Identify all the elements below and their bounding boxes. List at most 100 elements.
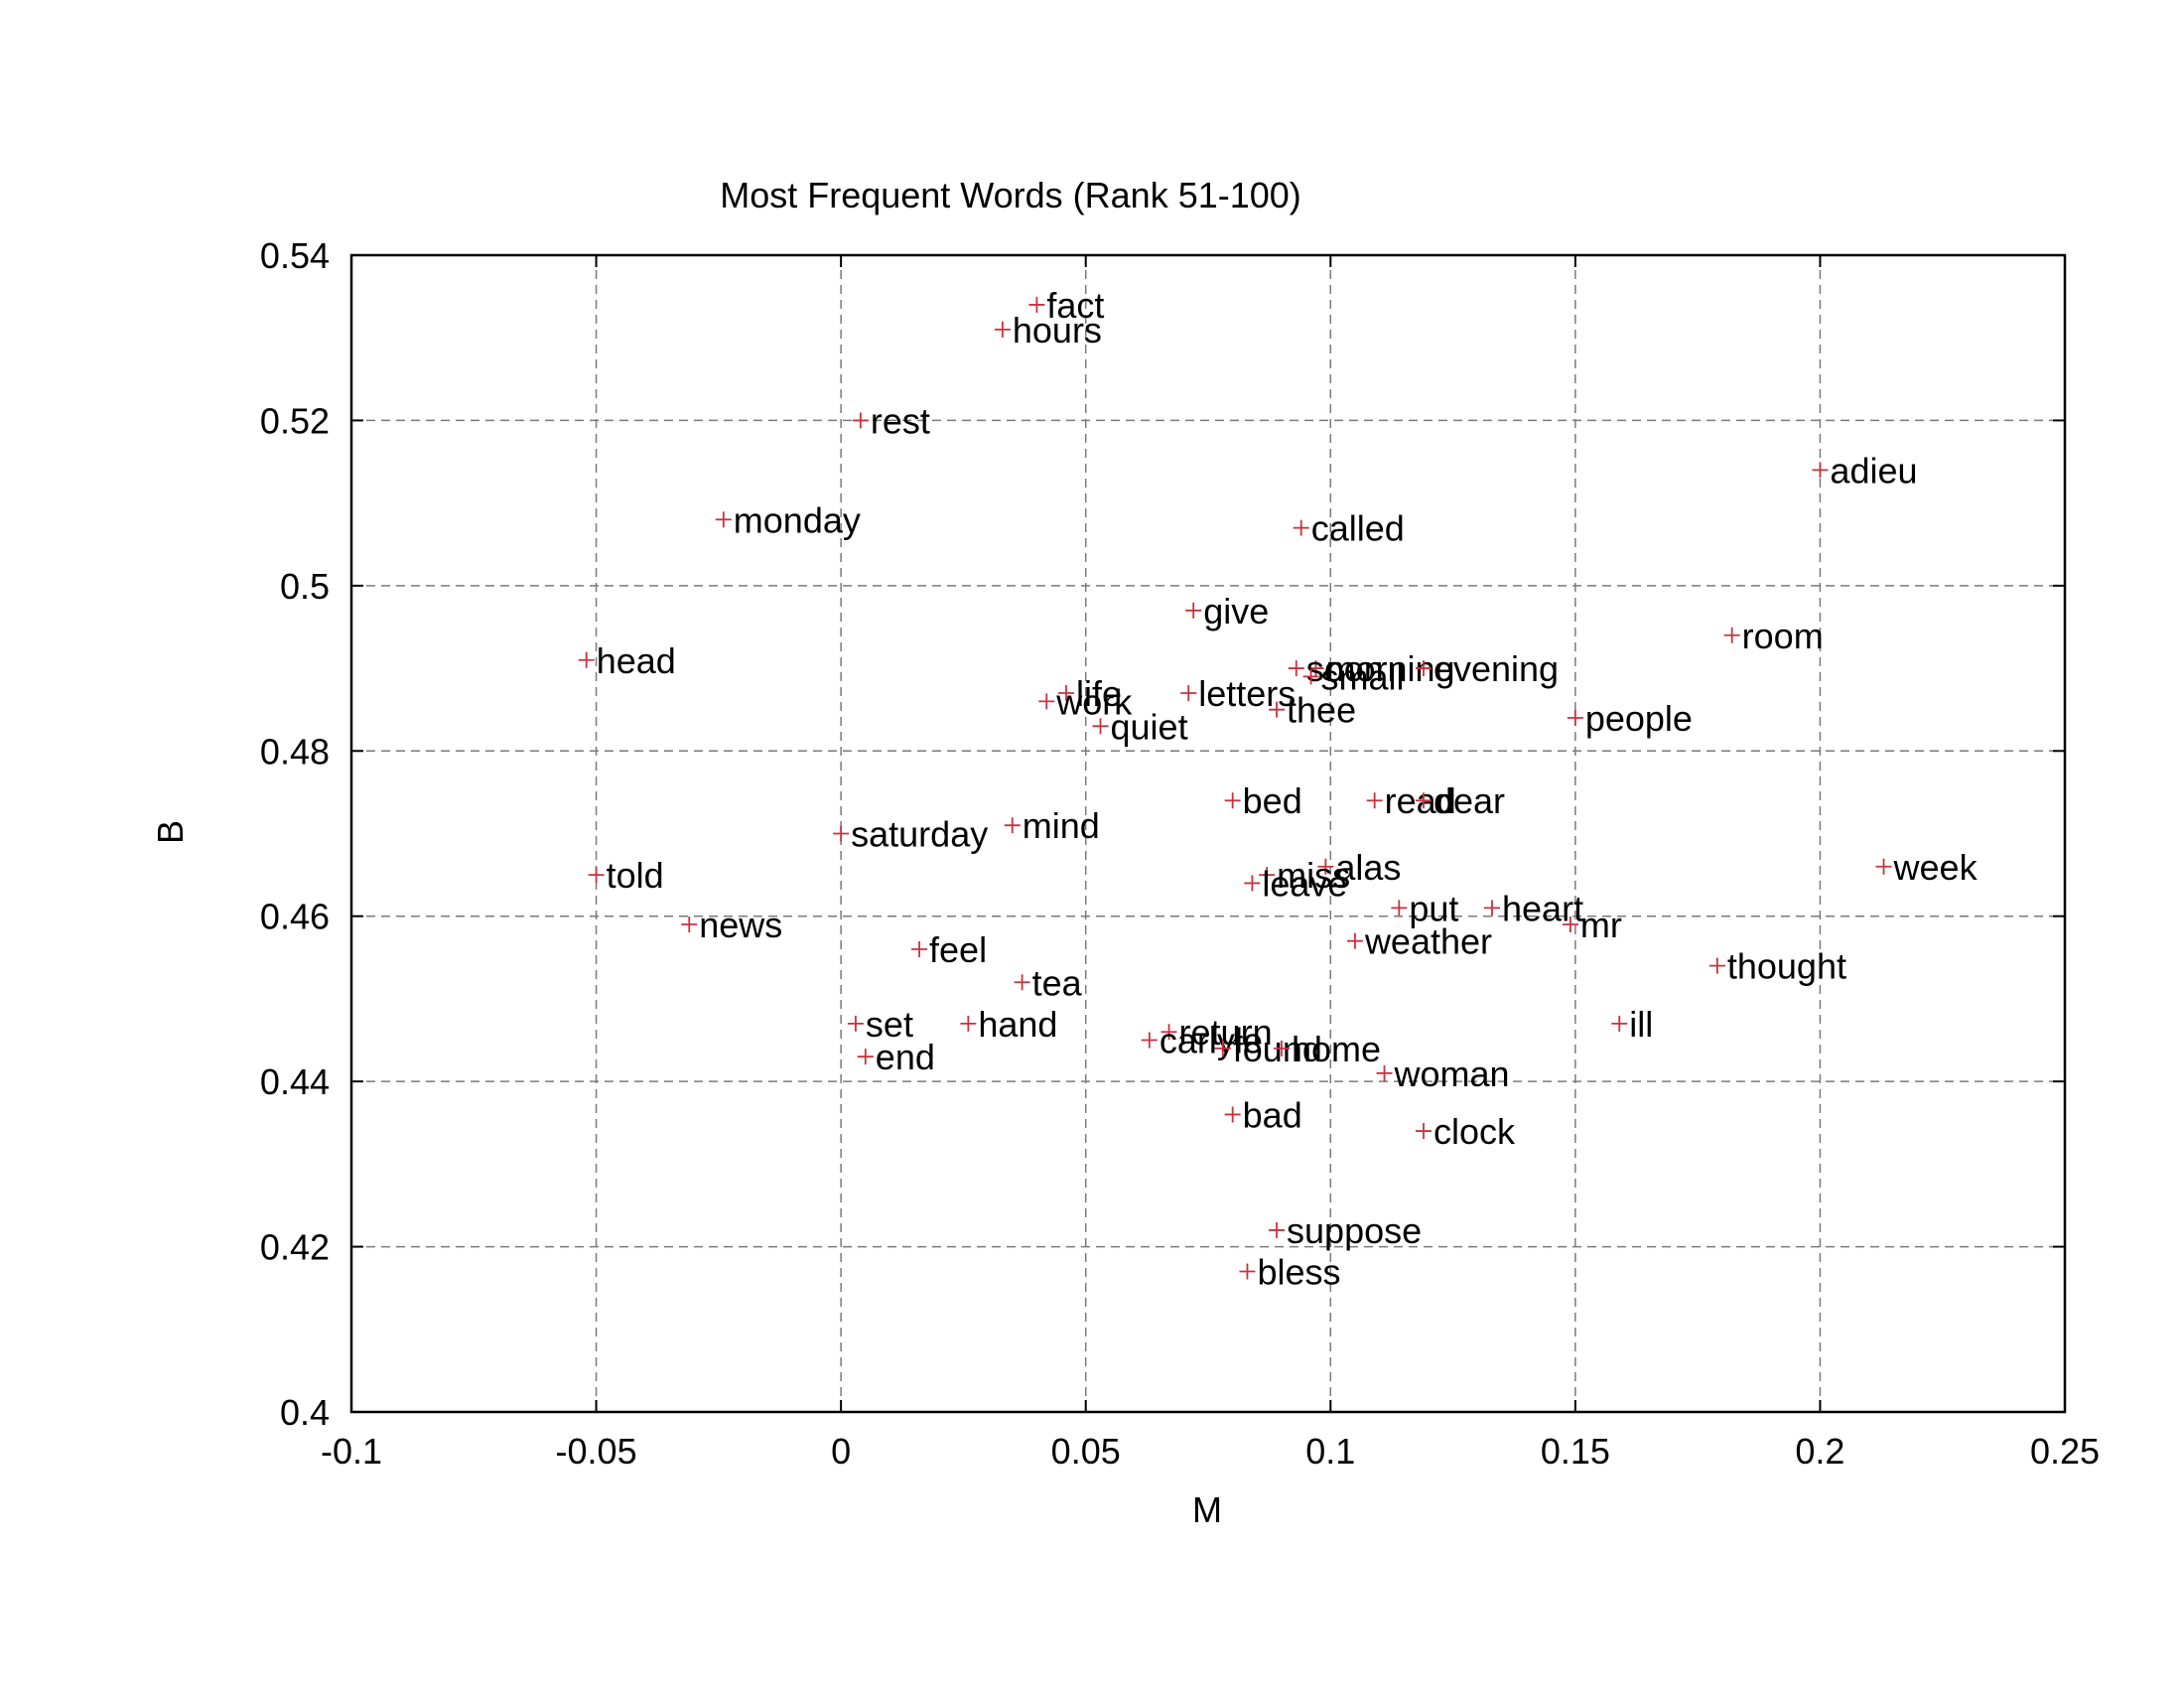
- data-point-hours: hours: [994, 310, 1102, 351]
- point-label: put: [1409, 888, 1458, 928]
- data-point-work: work: [1038, 681, 1133, 722]
- point-label: life: [1076, 673, 1122, 714]
- point-label: home: [1292, 1029, 1381, 1069]
- y-tick-label: 0.46: [260, 897, 330, 937]
- data-point-week: week: [1875, 847, 1979, 888]
- point-label: give: [1203, 591, 1269, 632]
- x-tick-label: 0.1: [1305, 1431, 1355, 1472]
- data-point-head: head: [578, 640, 676, 681]
- data-point-small: small: [1302, 656, 1405, 697]
- data-point-fact: fact: [1028, 285, 1104, 326]
- data-point-feel: feel: [911, 929, 987, 970]
- data-point-give: give: [1185, 591, 1269, 632]
- data-point-letters: letters: [1180, 673, 1296, 714]
- point-label: hours: [1013, 310, 1102, 351]
- data-point-bad: bad: [1224, 1094, 1302, 1135]
- point-label: hand: [978, 1004, 1057, 1045]
- data-point-end: end: [857, 1037, 935, 1077]
- y-tick-label: 0.52: [260, 400, 330, 441]
- point-label: woman: [1394, 1054, 1510, 1094]
- data-point-bed: bed: [1224, 780, 1302, 821]
- point-label: people: [1585, 698, 1693, 739]
- point-label: miss: [1277, 855, 1350, 896]
- data-point-miss: miss: [1259, 855, 1350, 896]
- data-point-ill: ill: [1611, 1004, 1653, 1045]
- data-point-evening: evening: [1415, 648, 1559, 689]
- point-label: suppose: [1287, 1210, 1422, 1251]
- y-tick-label: 0.5: [280, 566, 330, 607]
- point-label: bed: [1243, 780, 1302, 821]
- y-tick-label: 0.42: [260, 1227, 330, 1268]
- point-label: adieu: [1830, 450, 1917, 491]
- data-point-bless: bless: [1239, 1252, 1340, 1293]
- point-label: fact: [1046, 285, 1104, 326]
- y-tick-label: 0.54: [260, 235, 330, 276]
- x-tick-label: 0.05: [1051, 1431, 1121, 1472]
- point-label: week: [1893, 847, 1979, 888]
- y-tick-label: 0.48: [260, 731, 330, 772]
- point-label: rest: [871, 400, 930, 441]
- point-label: quiet: [1111, 706, 1188, 747]
- point-label: evening: [1433, 648, 1559, 689]
- point-label: return: [1179, 1012, 1273, 1053]
- x-tick-label: 0.25: [2030, 1431, 2100, 1472]
- data-point-put: put: [1391, 888, 1458, 928]
- point-label: mr: [1580, 905, 1622, 945]
- data-point-alas: alas: [1317, 847, 1401, 888]
- point-label: carlyle: [1160, 1021, 1263, 1061]
- point-label: ill: [1629, 1004, 1653, 1045]
- data-point-set: set: [847, 1004, 913, 1045]
- y-tick-label: 0.4: [280, 1392, 330, 1433]
- y-tick-label: 0.44: [260, 1061, 330, 1102]
- point-label: bad: [1243, 1094, 1302, 1135]
- point-label: alas: [1335, 847, 1401, 888]
- data-point-monday: monday: [715, 499, 861, 540]
- data-point-thee: thee: [1269, 690, 1356, 731]
- point-label: dear: [1433, 780, 1505, 821]
- data-point-leave: leave: [1244, 863, 1347, 904]
- data-point-return: return: [1160, 1012, 1273, 1053]
- x-tick-label: 0: [831, 1431, 851, 1472]
- point-label: monday: [734, 499, 861, 540]
- data-point-room: room: [1723, 616, 1824, 656]
- point-label: soon: [1306, 648, 1384, 689]
- x-axis-title: M: [1192, 1489, 1222, 1530]
- data-point-dear: dear: [1415, 780, 1505, 821]
- data-point-told: told: [588, 855, 664, 896]
- point-label: news: [699, 905, 782, 945]
- data-point-thought: thought: [1708, 946, 1846, 987]
- point-label: morning: [1325, 648, 1454, 689]
- data-point-home: home: [1273, 1029, 1381, 1069]
- data-point-tea: tea: [1014, 962, 1083, 1003]
- chart-title: Most Frequent Words (Rank 51-100): [720, 175, 1301, 215]
- data-point-people: people: [1567, 698, 1693, 739]
- point-label: set: [866, 1004, 913, 1045]
- point-label: leave: [1262, 863, 1347, 904]
- data-point-saturday: saturday: [833, 814, 988, 855]
- x-tick-label: -0.1: [321, 1431, 382, 1472]
- point-label: clock: [1433, 1111, 1516, 1152]
- data-point-mind: mind: [1004, 805, 1100, 846]
- point-label: thee: [1287, 690, 1356, 731]
- point-label: called: [1311, 508, 1405, 549]
- axis-ticks: -0.1 -0.05 0 0.05 0.1 0.15 0.2 0.25 0.4 0.42 0.44 0…: [260, 235, 2100, 1472]
- data-point-adieu: adieu: [1812, 450, 1918, 491]
- point-label: feel: [929, 929, 987, 970]
- x-tick-label: 0.15: [1541, 1431, 1610, 1472]
- point-label: small: [1321, 656, 1405, 697]
- data-point-woman: woman: [1376, 1054, 1510, 1094]
- data-point-suppose: suppose: [1269, 1210, 1422, 1251]
- grid-lines: [351, 255, 2065, 1412]
- point-label: told: [607, 855, 664, 896]
- point-label: saturday: [851, 814, 988, 855]
- point-label: room: [1742, 616, 1824, 656]
- point-label: work: [1055, 681, 1133, 722]
- point-label: thought: [1727, 946, 1846, 987]
- data-point-news: news: [681, 905, 782, 945]
- data-point-life: life: [1057, 673, 1122, 714]
- point-label: letters: [1198, 673, 1296, 714]
- data-point-weather: weather: [1346, 921, 1492, 962]
- data-point-morning: morning: [1307, 648, 1455, 689]
